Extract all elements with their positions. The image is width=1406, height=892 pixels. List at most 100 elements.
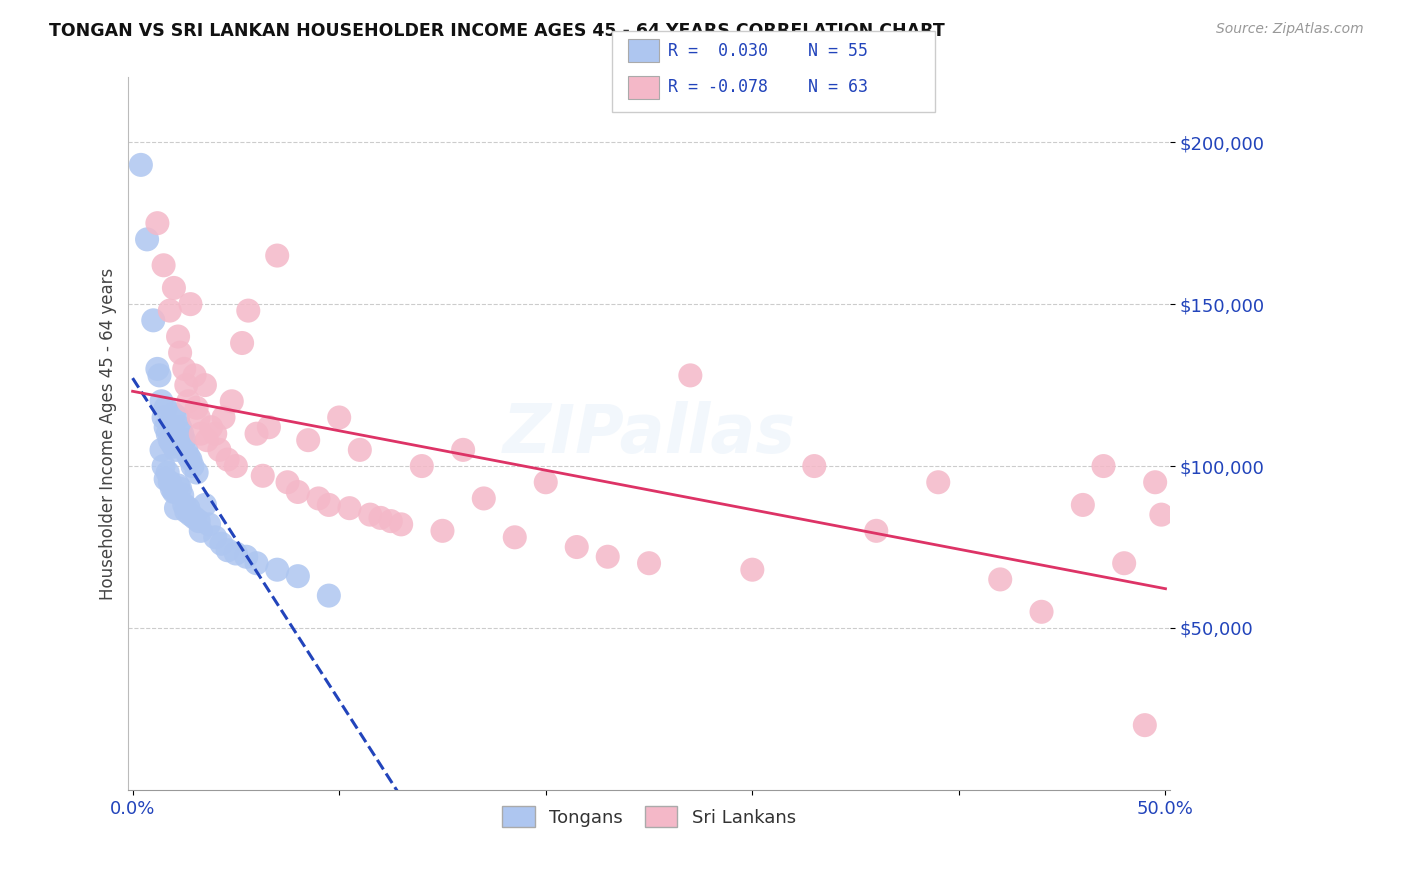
Point (176, 378, 198, 392)
Point (432, 524, 454, 538)
Text: N = 63: N = 63 (808, 78, 869, 96)
Point (741, 563, 763, 577)
Point (596, 549, 619, 564)
Point (235, 549, 257, 564)
Text: ZIPallas: ZIPallas (502, 401, 796, 467)
Point (472, 491, 495, 506)
Point (1150, 508, 1173, 522)
Point (257, 420, 280, 434)
Point (155, 472, 177, 486)
Point (225, 547, 247, 561)
Y-axis label: Householder Income Ages 45 - 64 years: Householder Income Ages 45 - 64 years (100, 268, 117, 599)
Point (217, 543, 239, 558)
Point (159, 475, 181, 490)
Point (172, 426, 194, 441)
Point (169, 345, 191, 359)
Point (1031, 605, 1053, 619)
Point (217, 452, 239, 467)
Point (167, 478, 190, 492)
Point (318, 589, 340, 603)
Point (186, 466, 208, 480)
Point (252, 468, 274, 483)
Point (183, 511, 205, 525)
Point (209, 537, 232, 551)
Point (287, 485, 309, 500)
Point (159, 433, 181, 447)
Legend: Tongans, Sri Lankans: Tongans, Sri Lankans (495, 799, 803, 834)
Point (181, 458, 204, 473)
Point (988, 573, 1011, 587)
Point (129, 158, 152, 172)
Point (308, 491, 330, 506)
Point (194, 498, 217, 512)
Point (221, 394, 243, 409)
Point (167, 410, 190, 425)
Point (359, 508, 381, 522)
Point (389, 517, 412, 532)
Text: TONGAN VS SRI LANKAN HOUSEHOLDER INCOME AGES 45 - 64 YEARS CORRELATION CHART: TONGAN VS SRI LANKAN HOUSEHOLDER INCOME … (49, 22, 945, 40)
Point (179, 508, 201, 522)
Point (183, 368, 205, 383)
Point (204, 426, 226, 441)
Point (225, 458, 247, 473)
Point (1092, 458, 1115, 473)
Point (173, 362, 195, 376)
Point (163, 485, 186, 500)
Point (150, 442, 173, 457)
Point (1133, 718, 1156, 732)
Point (163, 281, 186, 295)
Point (187, 410, 209, 425)
Point (179, 452, 201, 467)
Point (231, 336, 253, 351)
Point (1144, 475, 1167, 490)
Point (1071, 498, 1094, 512)
Point (266, 249, 288, 263)
Point (156, 466, 179, 480)
Point (370, 511, 392, 525)
Point (534, 475, 557, 490)
Point (150, 394, 173, 409)
Point (169, 482, 191, 496)
Point (503, 530, 526, 544)
Point (155, 420, 177, 434)
Point (194, 378, 217, 392)
Point (152, 258, 174, 272)
Point (328, 410, 350, 425)
Point (208, 442, 231, 457)
Point (266, 563, 288, 577)
Point (245, 426, 267, 441)
Point (238, 303, 260, 318)
Text: N = 55: N = 55 (808, 42, 869, 60)
Point (163, 440, 186, 454)
Point (176, 504, 198, 518)
Point (136, 232, 159, 246)
Point (190, 524, 212, 538)
Point (195, 433, 218, 447)
Point (187, 514, 209, 528)
Point (204, 530, 226, 544)
Point (173, 433, 195, 447)
Point (451, 442, 474, 457)
Text: R =  0.030: R = 0.030 (668, 42, 768, 60)
Point (165, 485, 187, 500)
Point (245, 556, 267, 570)
Point (156, 426, 179, 441)
Point (176, 442, 198, 457)
Text: R = -0.078: R = -0.078 (668, 78, 768, 96)
Point (865, 524, 887, 538)
Point (212, 410, 235, 425)
Point (411, 458, 433, 473)
Point (927, 475, 949, 490)
Point (380, 514, 402, 528)
Text: Source: ZipAtlas.com: Source: ZipAtlas.com (1216, 22, 1364, 37)
Point (172, 488, 194, 502)
Point (160, 436, 183, 450)
Point (165, 442, 187, 457)
Point (339, 501, 361, 516)
Point (200, 420, 222, 434)
Point (186, 401, 208, 415)
Point (152, 458, 174, 473)
Point (1114, 556, 1136, 570)
Point (165, 501, 187, 516)
Point (638, 556, 661, 570)
